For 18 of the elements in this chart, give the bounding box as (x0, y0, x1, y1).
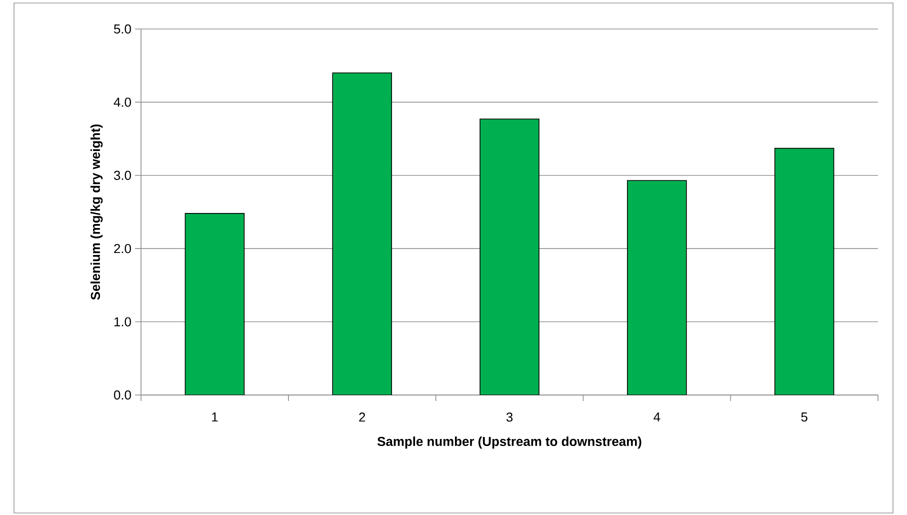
y-tick-label: 1.0 (114, 317, 131, 326)
x-axis-title: Sample number (Upstream to downstream) (377, 436, 642, 449)
x-tick-label: 2 (359, 412, 366, 422)
bar (332, 72, 392, 395)
x-tick-label: 3 (506, 412, 513, 422)
x-tick-label: 1 (212, 412, 218, 422)
bar (627, 180, 687, 395)
x-tick-label: 5 (801, 412, 808, 422)
bar (480, 118, 540, 395)
bar (774, 148, 834, 395)
bar (184, 213, 245, 395)
y-tick-label: 2.0 (114, 244, 131, 254)
y-tick-label: 3.0 (114, 170, 131, 180)
y-axis-title: Selenium (mg/kg dry weight) (90, 124, 103, 300)
x-tick-label: 4 (654, 412, 660, 422)
y-tick-label: 4.0 (114, 98, 131, 107)
y-tick-label: 5.0 (114, 24, 131, 34)
y-tick-label: 0.0 (114, 390, 131, 400)
